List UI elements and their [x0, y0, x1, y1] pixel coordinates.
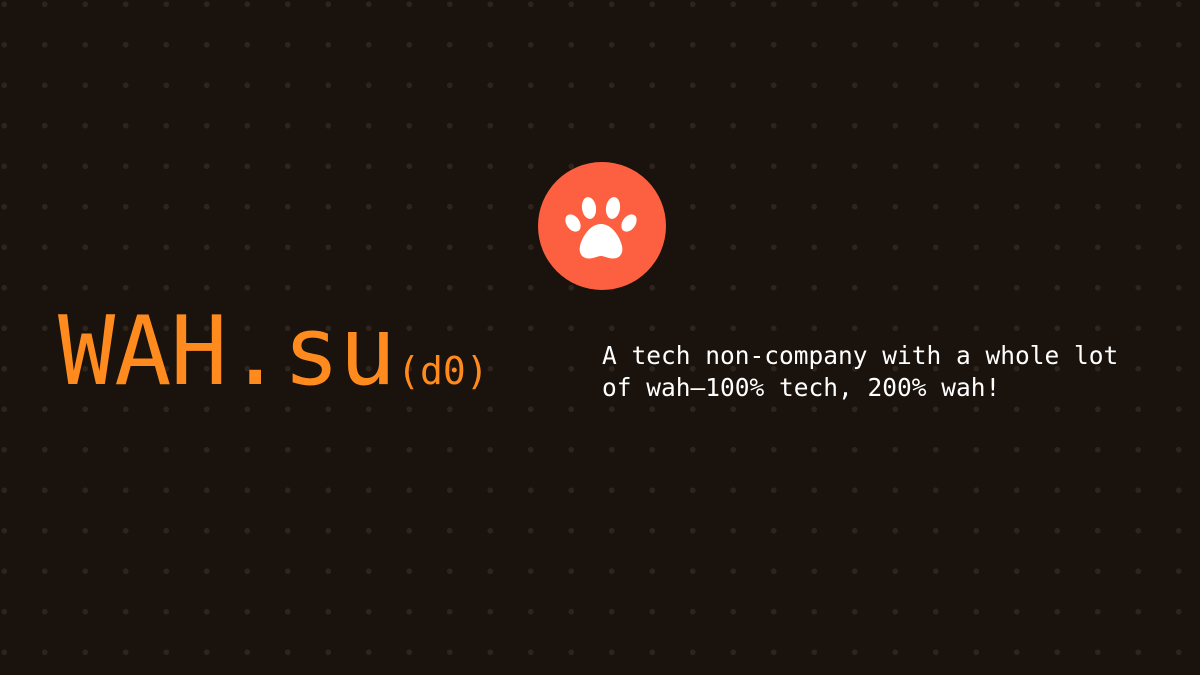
tagline: A tech non-company with a whole lot of w… [602, 341, 1119, 402]
paw-icon [565, 197, 637, 259]
brand-name: WAH.su [58, 297, 396, 407]
brand-suffix: (d0) [397, 349, 489, 393]
brand-wordmark: WAH.su(d0) [58, 305, 489, 400]
logo-badge [538, 162, 666, 290]
